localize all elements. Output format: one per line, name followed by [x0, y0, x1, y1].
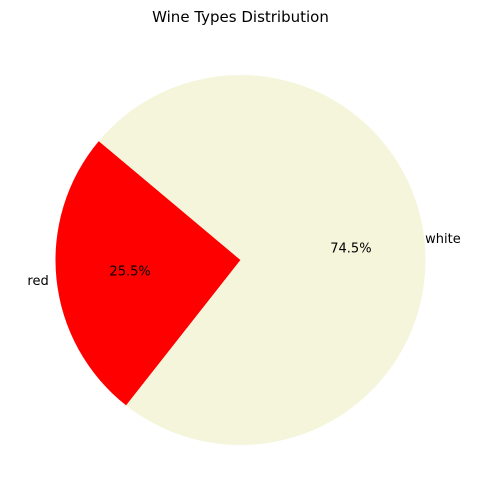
slice-pct-label-white: 74.5%	[330, 242, 371, 257]
slice-label-red: red	[27, 274, 48, 289]
slice-label-white: white	[425, 232, 461, 247]
slice-pct-label-red: 25.5%	[109, 264, 150, 279]
pie-slice-red	[55, 141, 241, 406]
pie-labels: red 25.5% white 74.5%	[27, 232, 460, 289]
pie-slice-white	[98, 75, 426, 446]
chart-title: Wine Types Distribution	[152, 8, 329, 26]
pie-slices	[55, 75, 426, 446]
